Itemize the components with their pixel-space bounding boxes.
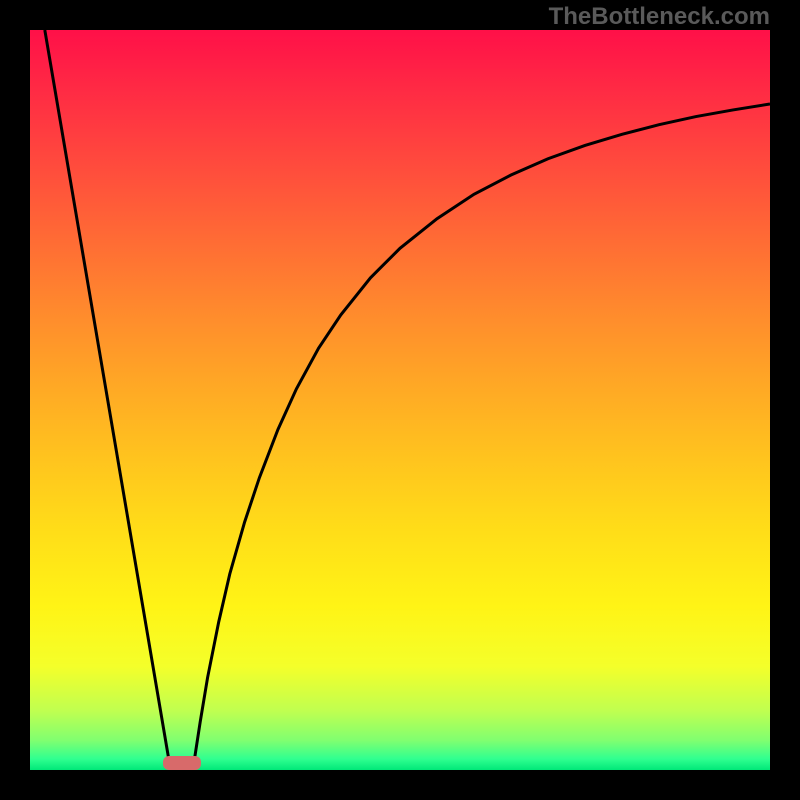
curve-layer bbox=[30, 30, 770, 770]
watermark-text: TheBottleneck.com bbox=[549, 3, 770, 31]
minimum-marker bbox=[163, 756, 201, 770]
chart-container: TheBottleneck.com bbox=[0, 0, 800, 800]
left-line bbox=[45, 30, 171, 770]
right-curve bbox=[193, 104, 770, 770]
plot-area bbox=[30, 30, 770, 770]
